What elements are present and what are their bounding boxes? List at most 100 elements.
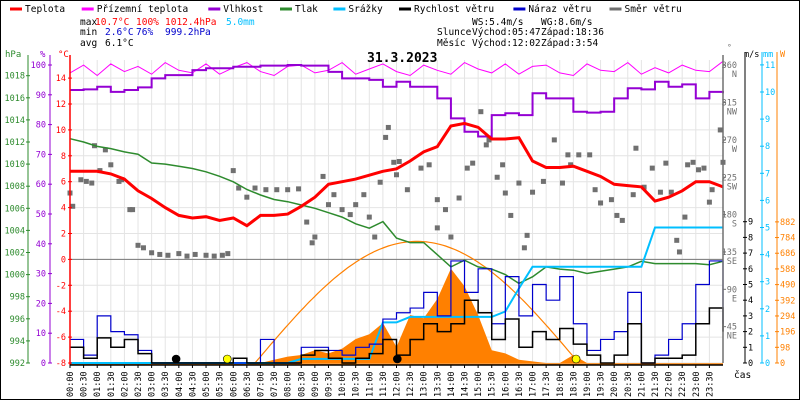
wind-direction-point <box>559 180 565 186</box>
wind-direction-point <box>500 162 506 168</box>
wind-tick-label: 7 <box>748 249 753 259</box>
wind-direction-point <box>176 251 182 257</box>
wind-direction-point <box>304 219 310 225</box>
legend-label: Rychlost větru <box>414 4 494 15</box>
legend-label: Srážky <box>348 4 383 15</box>
sunrise: Východ:05:47 <box>472 27 541 38</box>
pressure-tick-label: 1012 <box>5 138 25 148</box>
wind-direction-point <box>706 199 712 205</box>
pressure-tick-label: 1010 <box>5 160 25 170</box>
x-tick-label: 23:30 <box>705 371 715 397</box>
x-tick-label: 18:00 <box>556 371 566 397</box>
wind-direction-point <box>619 217 625 223</box>
x-tick-label: 01:30 <box>107 371 117 397</box>
x-tick-label: 05:30 <box>216 371 226 397</box>
wind-direction-point <box>366 214 372 220</box>
pressure-tick-label: 1016 <box>5 94 25 104</box>
legend-label: Tlak <box>295 4 318 15</box>
x-tick-label: 23:00 <box>692 371 702 397</box>
wind-direction-point <box>483 142 489 148</box>
radiation-tick-label: 392 <box>780 296 795 306</box>
x-tick-label: 13:00 <box>420 371 430 397</box>
wind-direction-point <box>649 165 655 171</box>
wind-direction-point <box>263 187 269 193</box>
wind-direction-point <box>331 192 337 198</box>
temperature-axis-title: °C <box>58 50 69 60</box>
wind-direction-point <box>663 160 669 166</box>
wind-direction-point <box>252 185 258 191</box>
x-tick-label: 01:00 <box>93 371 103 397</box>
wind-direction-point <box>377 179 383 185</box>
x-tick-label: 12:30 <box>406 371 416 397</box>
wind-direction-point <box>426 162 432 168</box>
axes: hPa% °C9929949969981000100210041006100810… <box>5 43 796 397</box>
wind-direction-point <box>325 202 331 208</box>
wind-direction-point <box>592 187 598 193</box>
direction-axis-title: ° <box>727 43 732 52</box>
direction-tick-compass: SW <box>727 182 738 192</box>
legend-label: Vlhkost <box>223 4 263 15</box>
wind-direction-point <box>385 124 391 130</box>
radiation-tick-label: 882 <box>780 218 795 228</box>
chart-marks <box>67 60 726 365</box>
wind-direction-point <box>568 162 574 168</box>
wind-direction-point <box>211 253 217 259</box>
pressure-tick-label: 992 <box>10 359 25 369</box>
wind-direction-point <box>478 109 484 115</box>
x-tick-label: 17:30 <box>542 371 552 397</box>
temperature-tick-label: 2 <box>61 230 66 240</box>
stat-wg: WG:8.6m/s <box>541 17 592 28</box>
direction-tick-compass: NW <box>727 108 738 118</box>
rain-tick-label: 6 <box>765 196 770 206</box>
wind-direction-point <box>89 180 95 186</box>
wind-direction-point <box>285 187 291 193</box>
direction-tick-label: 90 <box>727 285 737 295</box>
moonrise-marker <box>393 354 402 364</box>
wind-direction-point <box>486 137 492 143</box>
rain-tick-label: 2 <box>765 305 770 315</box>
chart-title: 31.3.2023 <box>367 51 437 66</box>
wind-direction-point <box>225 251 231 257</box>
legend-label: Směr větru <box>625 4 682 15</box>
x-tick-label: 12:00 <box>393 371 403 397</box>
wind-direction-point <box>339 207 345 213</box>
wind-direction-point <box>565 152 571 158</box>
wind-direction-point <box>696 167 702 173</box>
wind-direction-point <box>347 212 353 218</box>
wind-direction-point <box>244 194 250 200</box>
radiation-tick-label: 196 <box>780 328 795 338</box>
wind-tick-label: 9 <box>748 218 753 228</box>
wind-direction-point <box>685 162 691 168</box>
wind-direction-point <box>701 165 707 171</box>
wind-direction-point <box>391 159 397 165</box>
humidity-tick-label: 60 <box>36 180 46 190</box>
pressure-tick-label: 996 <box>10 315 25 325</box>
wind-direction-point <box>657 189 663 195</box>
wind-direction-point <box>674 237 680 243</box>
pressure-tick-label: 994 <box>10 337 25 347</box>
wind-direction-point <box>78 177 84 183</box>
pressure-tick-label: 1002 <box>5 249 25 259</box>
humidity-axis-title: % <box>40 50 46 60</box>
wind-direction-point <box>456 195 462 201</box>
wind-direction-point <box>236 185 242 191</box>
wind-direction-point <box>396 158 402 164</box>
wind-direction-point <box>690 159 696 165</box>
x-tick-label: 20:00 <box>610 371 620 397</box>
wind-direction-point <box>641 184 647 190</box>
wind-direction-point <box>668 189 674 195</box>
radiation-tick-label: 98 <box>780 343 790 353</box>
wind-direction-point <box>633 145 639 151</box>
moonrise: Východ:12:02 <box>472 38 541 49</box>
x-tick-label: 20:30 <box>624 371 634 397</box>
wind-direction-point <box>135 242 141 248</box>
temperature-line <box>70 121 724 228</box>
wind-direction-point <box>494 174 500 180</box>
x-tick-label: 22:30 <box>678 371 688 397</box>
temperature-tick-label: 14 <box>56 74 66 84</box>
stat-min-press: 999.2hPa <box>165 27 211 38</box>
x-tick-label: 03:30 <box>161 371 171 397</box>
wind-direction-point <box>521 245 527 251</box>
x-tick-label: 11:00 <box>365 371 375 397</box>
wind-axis-title: m/s <box>744 50 759 60</box>
